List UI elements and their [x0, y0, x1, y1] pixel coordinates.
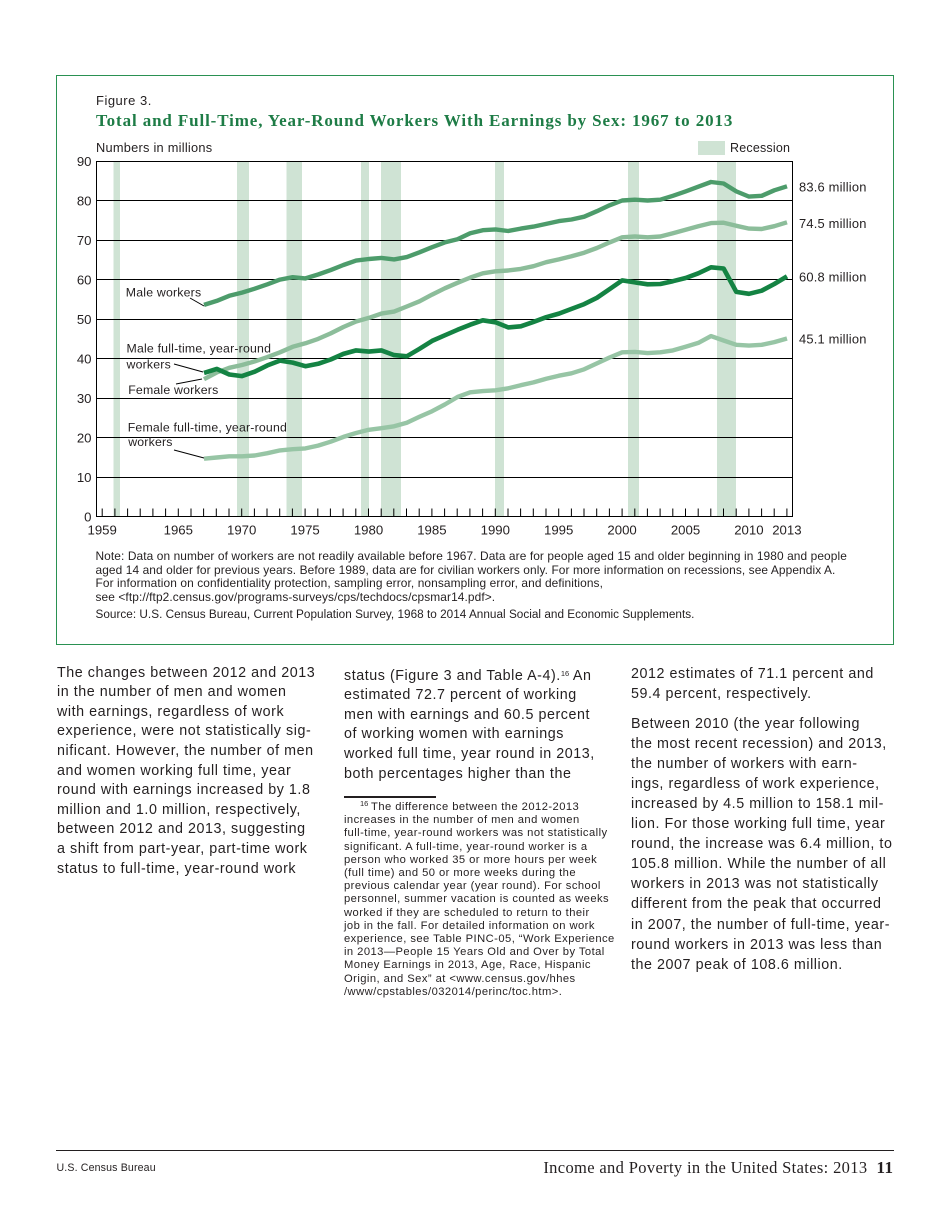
- svg-text:90: 90: [77, 154, 92, 169]
- svg-text:Male full-time, year-round: Male full-time, year-round: [127, 342, 272, 356]
- svg-text:Male workers: Male workers: [126, 286, 202, 300]
- svg-text:50: 50: [77, 312, 92, 327]
- svg-text:1995: 1995: [544, 523, 573, 538]
- svg-text:workers: workers: [127, 435, 172, 449]
- svg-text:2000: 2000: [607, 523, 636, 538]
- svg-text:60: 60: [77, 272, 92, 287]
- svg-text:74.5 million: 74.5 million: [799, 216, 867, 231]
- svg-text:80: 80: [77, 193, 92, 208]
- svg-text:45.1 million: 45.1 million: [799, 332, 867, 347]
- svg-text:30: 30: [77, 391, 92, 406]
- svg-text:83.6 million: 83.6 million: [799, 180, 867, 195]
- svg-text:0: 0: [84, 510, 91, 525]
- svg-text:1970: 1970: [227, 523, 256, 538]
- svg-text:20: 20: [77, 431, 92, 446]
- svg-text:40: 40: [77, 352, 92, 367]
- svg-text:1959: 1959: [88, 523, 117, 538]
- svg-text:Female workers: Female workers: [128, 383, 218, 397]
- svg-text:60.8 million: 60.8 million: [799, 270, 867, 285]
- svg-text:10: 10: [77, 470, 92, 485]
- svg-text:2005: 2005: [671, 523, 700, 538]
- svg-text:Female full-time, year-round: Female full-time, year-round: [128, 421, 287, 435]
- svg-text:1990: 1990: [481, 523, 510, 538]
- svg-text:1980: 1980: [354, 523, 383, 538]
- svg-text:70: 70: [77, 233, 92, 248]
- svg-text:1975: 1975: [290, 523, 319, 538]
- svg-text:2010: 2010: [734, 523, 763, 538]
- svg-text:1985: 1985: [417, 523, 446, 538]
- svg-text:2013: 2013: [772, 523, 801, 538]
- svg-text:workers: workers: [126, 358, 171, 372]
- svg-text:1965: 1965: [164, 523, 193, 538]
